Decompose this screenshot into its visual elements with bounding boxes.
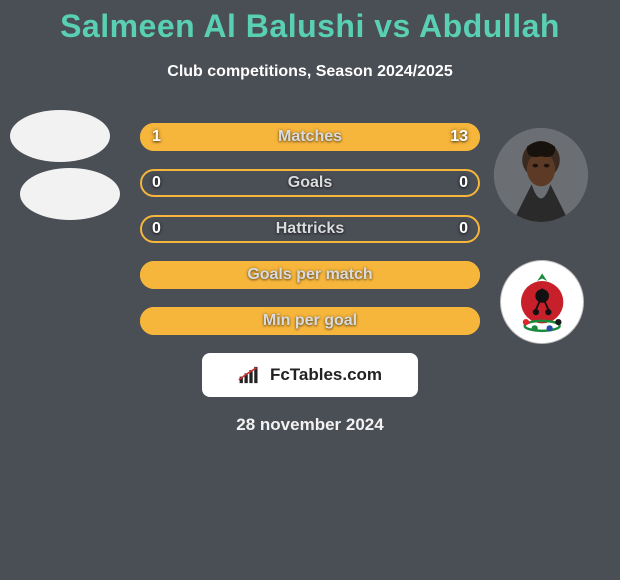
stat-label: Min per goal [140, 307, 480, 335]
stat-label: Goals per match [140, 261, 480, 289]
stat-row: 00Hattricks [140, 215, 480, 243]
stat-label: Matches [140, 123, 480, 151]
stat-row: Goals per match [140, 261, 480, 289]
subtitle: Club competitions, Season 2024/2025 [0, 63, 620, 81]
comparison-card: Salmeen Al Balushi vs Abdullah Club comp… [0, 0, 620, 580]
stat-row: Min per goal [140, 307, 480, 335]
stats-group: 113Matches 00Goals 00Hattricks Goals per ma… [0, 123, 620, 335]
page-title: Salmeen Al Balushi vs Abdullah [0, 0, 620, 45]
date-label: 28 november 2024 [0, 415, 620, 435]
bar-chart-icon [238, 365, 264, 385]
stat-row: 00Goals [140, 169, 480, 197]
branding-badge[interactable]: FcTables.com [202, 353, 418, 397]
stat-label: Hattricks [140, 215, 480, 243]
stat-row: 113Matches [140, 123, 480, 151]
stat-label: Goals [140, 169, 480, 197]
branding-text: FcTables.com [270, 365, 382, 385]
